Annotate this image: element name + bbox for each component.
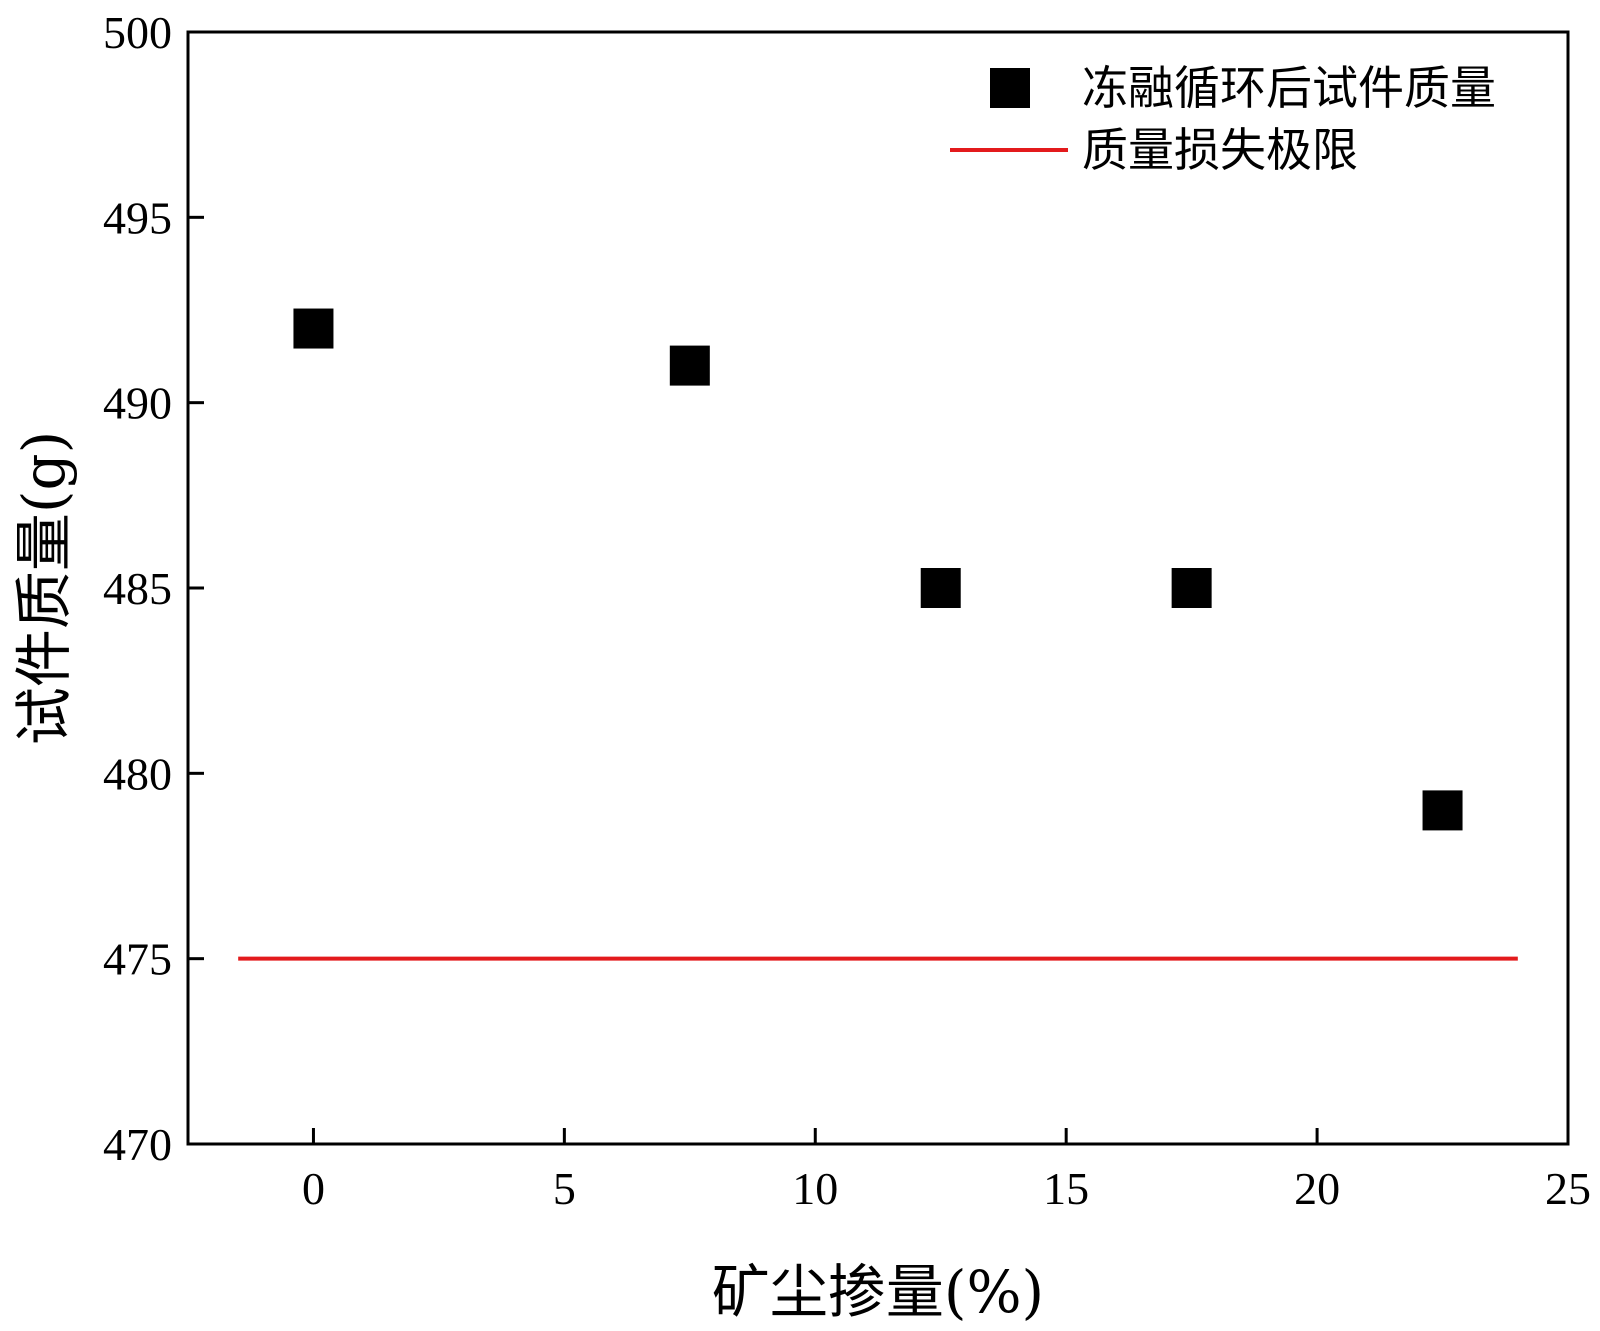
data-point bbox=[1422, 790, 1463, 831]
y-axis-title: 试件质量(g) bbox=[10, 431, 78, 745]
y-tick-label: 490 bbox=[103, 378, 172, 429]
x-tick-label: 25 bbox=[1545, 1163, 1591, 1214]
plot-frame bbox=[186, 30, 1570, 1146]
legend-square-swatch bbox=[990, 68, 1030, 108]
x-tick-label: 5 bbox=[553, 1163, 576, 1214]
x-tick-label: 0 bbox=[302, 1163, 325, 1214]
y-tick-label: 485 bbox=[103, 563, 172, 614]
legend-label: 质量损失极限 bbox=[1082, 123, 1358, 177]
x-tick-label: 20 bbox=[1294, 1163, 1340, 1214]
data-point bbox=[669, 345, 710, 386]
y-tick-label: 480 bbox=[103, 748, 172, 799]
x-tick-label: 10 bbox=[792, 1163, 838, 1214]
y-tick-label: 500 bbox=[103, 7, 172, 58]
y-tick-label: 475 bbox=[103, 934, 172, 985]
data-point bbox=[293, 308, 334, 349]
x-axis-title: 矿尘掺量(%) bbox=[712, 1258, 1044, 1326]
y-tick-label: 470 bbox=[103, 1119, 172, 1170]
data-point bbox=[1171, 568, 1212, 608]
y-tick-label: 495 bbox=[103, 192, 172, 243]
data-point bbox=[920, 568, 961, 608]
y-axis-ticks: 470 475 480 485 490 495 500 bbox=[103, 7, 204, 1170]
series-layer bbox=[238, 308, 1518, 961]
x-tick-label: 15 bbox=[1043, 1163, 1089, 1214]
legend-label: 冻融循环后试件质量 bbox=[1082, 61, 1496, 115]
x-axis-ticks: 0 5 10 15 20 25 bbox=[302, 1128, 1591, 1214]
